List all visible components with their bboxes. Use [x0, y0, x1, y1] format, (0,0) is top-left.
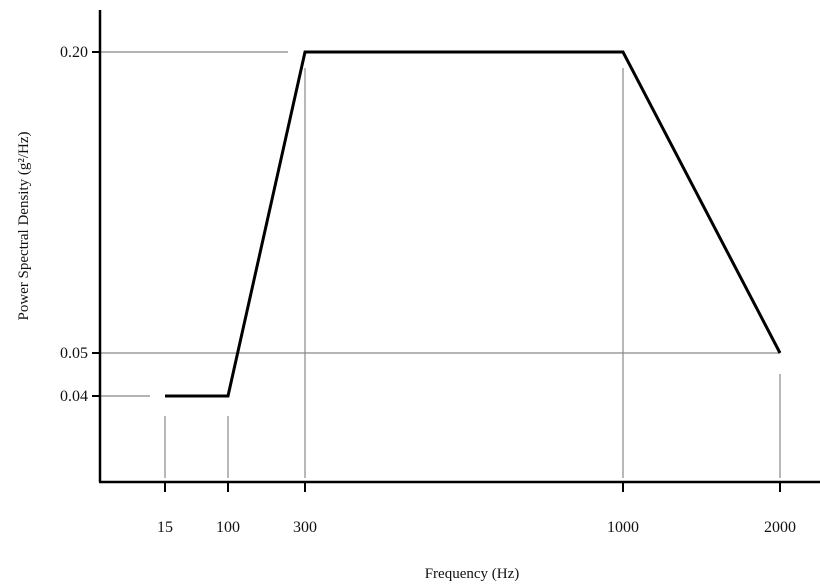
x-ticks: 15 100 300 1000 2000 [157, 482, 796, 536]
x-tick-label: 100 [216, 519, 240, 536]
x-tick-label: 2000 [764, 519, 796, 536]
x-tick-label: 300 [293, 519, 317, 536]
y-tick-label: 0.04 [60, 388, 88, 405]
series [164, 50, 782, 398]
axes [98, 10, 820, 484]
y-axis-title: Power Spectral Density (g²/Hz) [16, 131, 32, 320]
reference-lines [100, 51, 781, 478]
y-tick-label: 0.20 [60, 44, 88, 61]
x-axis-title: Frequency (Hz) [425, 566, 520, 582]
psd-profile-line [165, 50, 782, 398]
y-ticks: 0.04 0.05 0.20 [60, 44, 100, 405]
x-tick-label: 15 [157, 519, 173, 536]
y-tick-label: 0.05 [60, 345, 88, 362]
x-tick-label: 1000 [607, 519, 639, 536]
